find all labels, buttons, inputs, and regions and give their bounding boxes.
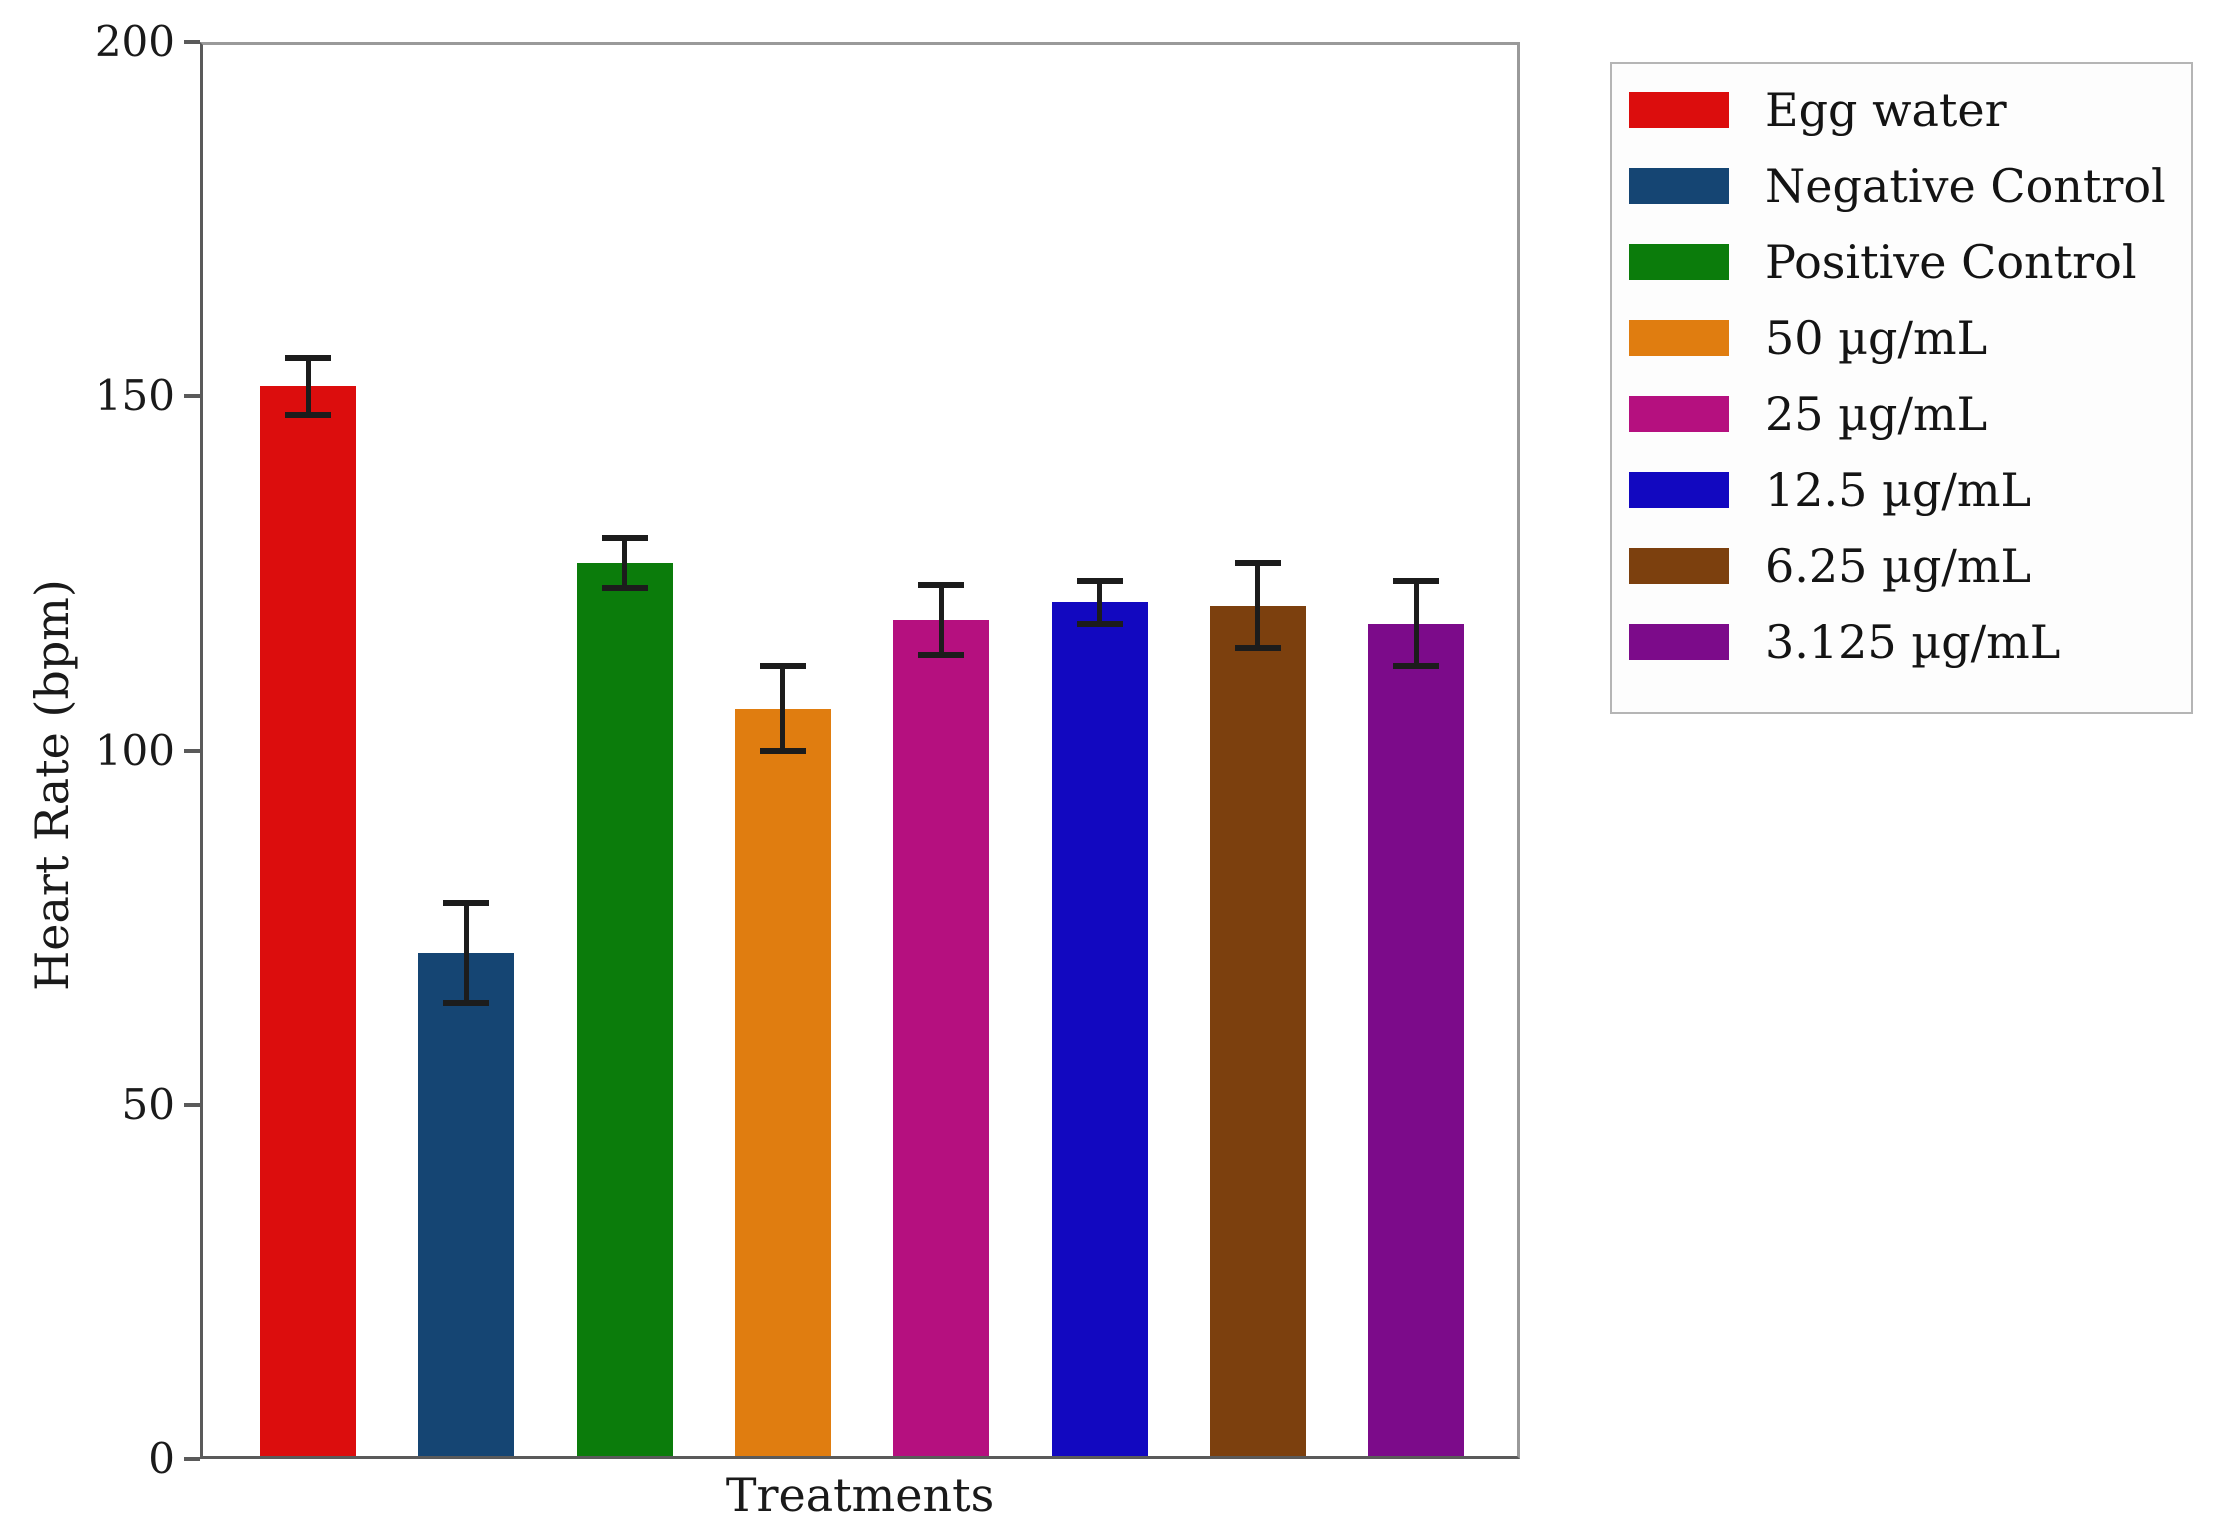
legend-swatch-3-125-g-ml — [1629, 624, 1729, 660]
y-tick-mark-50 — [184, 1102, 200, 1107]
legend-swatch-12-5-g-ml — [1629, 472, 1729, 508]
legend-label-25-g-ml: 25 µg/mL — [1765, 387, 1988, 441]
error-bar-top-cap-50-g-ml — [759, 663, 806, 669]
legend-swatch-positive-control — [1629, 244, 1729, 280]
error-bar-bottom-cap-negative-control — [443, 1000, 490, 1006]
legend-swatch-egg-water — [1629, 92, 1729, 128]
legend-label-egg-water: Egg water — [1765, 83, 2007, 137]
bar-negative-control — [418, 953, 515, 1456]
bar-12-5-g-ml — [1051, 602, 1148, 1456]
legend-swatch-50-g-ml — [1629, 320, 1729, 356]
error-bar-line-12-5-g-ml — [1097, 581, 1102, 624]
legend-entry-25-g-ml: 25 µg/mL — [1629, 376, 2191, 452]
legend: Egg water Negative Control Positive Contro… — [1610, 62, 2193, 714]
legend-entry-egg-water: Egg water — [1629, 72, 2191, 148]
y-tick-label-200: 200 — [94, 17, 175, 66]
error-bar-bottom-cap-egg-water — [285, 412, 331, 418]
legend-entry-6-25-g-ml: 6.25 µg/mL — [1629, 528, 2191, 604]
legend-label-50-g-ml: 50 µg/mL — [1765, 311, 1988, 365]
error-bar-line-6-25-g-ml — [1255, 563, 1261, 648]
y-axis-label: Heart Rate (bpm) — [25, 579, 79, 991]
bar-3-125-g-ml — [1368, 624, 1465, 1456]
error-bar-top-cap-6-25-g-ml — [1234, 560, 1281, 566]
error-bar-top-cap-3-125-g-ml — [1393, 578, 1440, 584]
y-tick-label-50: 50 — [121, 1079, 175, 1129]
error-bar-line-3-125-g-ml — [1413, 581, 1419, 666]
error-bar-bottom-cap-positive-control — [601, 585, 648, 591]
bar-egg-water — [260, 386, 356, 1456]
error-bar-top-cap-negative-control — [443, 900, 490, 906]
error-bar-line-egg-water — [305, 358, 311, 415]
y-tick-label-150: 150 — [94, 371, 175, 421]
error-bar-bottom-cap-50-g-ml — [759, 748, 806, 754]
error-bar-bottom-cap-6-25-g-ml — [1234, 645, 1281, 651]
legend-label-12-5-g-ml: 12.5 µg/mL — [1765, 463, 2032, 517]
error-bar-top-cap-positive-control — [601, 535, 648, 541]
legend-label-negative-control: Negative Control — [1765, 159, 2166, 213]
error-bar-line-positive-control — [622, 538, 628, 588]
legend-entry-12-5-g-ml: 12.5 µg/mL — [1629, 452, 2191, 528]
legend-label-positive-control: Positive Control — [1765, 235, 2137, 289]
x-axis-label: Treatments — [725, 1468, 995, 1522]
legend-entry-positive-control: Positive Control — [1629, 224, 2191, 300]
legend-swatch-negative-control — [1629, 168, 1729, 204]
error-bar-bottom-cap-12-5-g-ml — [1076, 621, 1123, 627]
y-tick-mark-200 — [184, 40, 200, 44]
y-tick-label-0: 0 — [148, 1434, 175, 1483]
legend-swatch-6-25-g-ml — [1629, 548, 1729, 584]
legend-swatch-25-g-ml — [1629, 396, 1729, 432]
error-bar-top-cap-12-5-g-ml — [1076, 578, 1123, 584]
bar-25-g-ml — [893, 620, 990, 1456]
error-bar-top-cap-25-g-ml — [918, 582, 965, 588]
legend-entry-3-125-g-ml: 3.125 µg/mL — [1629, 604, 2191, 680]
legend-entry-50-g-ml: 50 µg/mL — [1629, 300, 2191, 376]
plot-area — [200, 42, 1520, 1459]
error-bar-line-50-g-ml — [780, 666, 786, 751]
y-tick-mark-0 — [184, 1457, 200, 1461]
bar-positive-control — [576, 563, 673, 1456]
y-tick-mark-150 — [184, 394, 200, 399]
y-tick-mark-100 — [184, 748, 200, 753]
legend-entry-negative-control: Negative Control — [1629, 148, 2191, 224]
error-bar-top-cap-egg-water — [285, 355, 331, 361]
bar-6-25-g-ml — [1209, 606, 1306, 1456]
y-tick-label-100: 100 — [94, 725, 175, 775]
error-bar-bottom-cap-25-g-ml — [918, 652, 965, 658]
legend-label-3-125-g-ml: 3.125 µg/mL — [1765, 615, 2061, 669]
legend-label-6-25-g-ml: 6.25 µg/mL — [1765, 539, 2032, 593]
bar-50-g-ml — [734, 709, 831, 1456]
error-bar-line-negative-control — [463, 904, 469, 1003]
error-bar-line-25-g-ml — [938, 584, 944, 655]
error-bar-bottom-cap-3-125-g-ml — [1393, 663, 1440, 669]
